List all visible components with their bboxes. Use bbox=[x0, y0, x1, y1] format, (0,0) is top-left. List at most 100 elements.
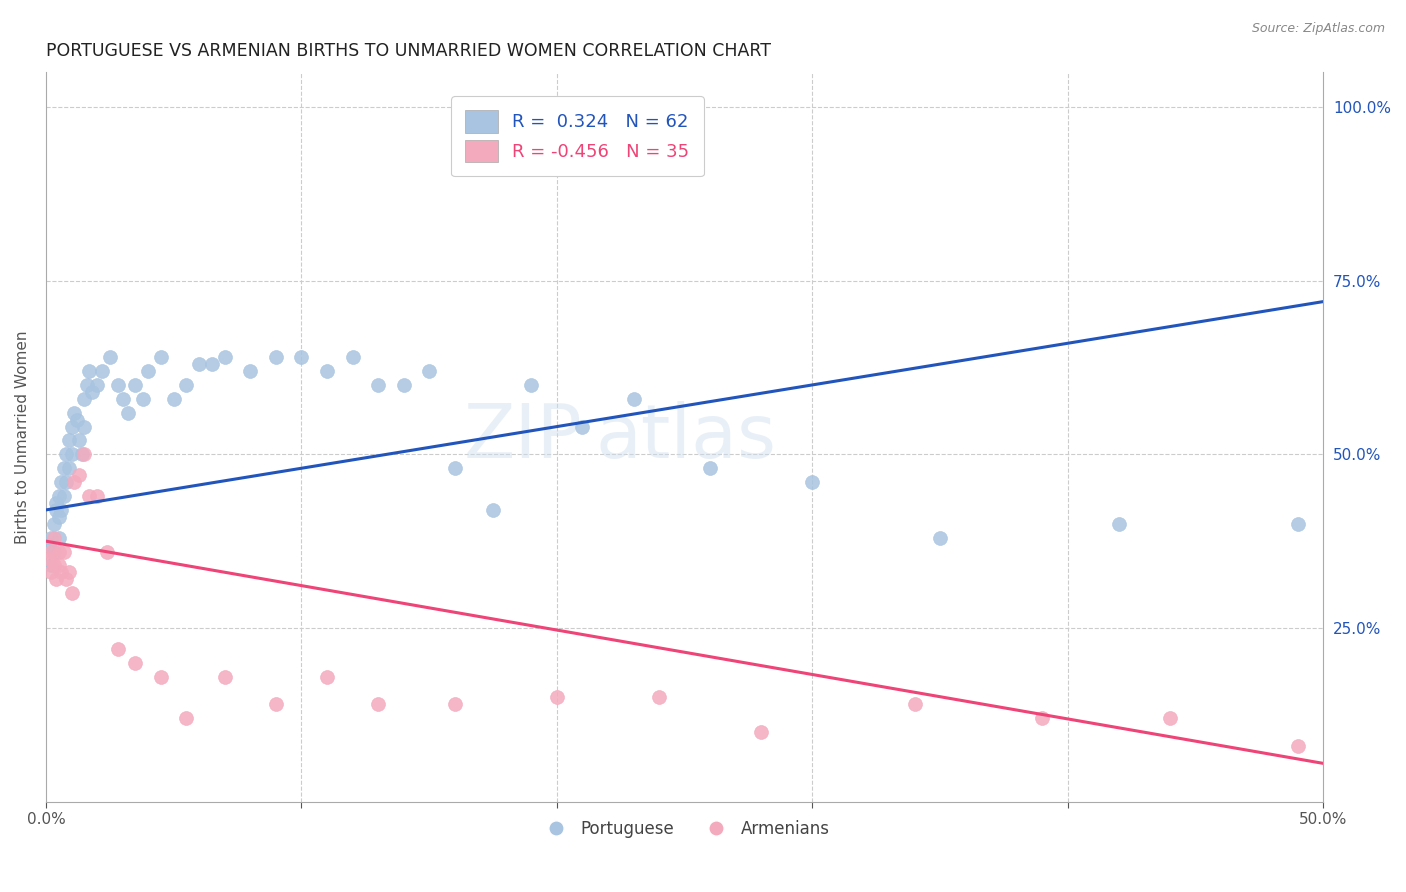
Point bbox=[1108, 516, 1130, 531]
Point bbox=[60, 419, 83, 434]
Point bbox=[79, 489, 101, 503]
Point bbox=[239, 364, 262, 378]
Point bbox=[214, 350, 236, 364]
Text: atlas: atlas bbox=[595, 401, 776, 474]
Point bbox=[98, 350, 121, 364]
Point bbox=[176, 378, 198, 392]
Point bbox=[201, 357, 224, 371]
Point bbox=[571, 419, 593, 434]
Point bbox=[48, 544, 70, 558]
Point bbox=[1286, 516, 1309, 531]
Point bbox=[60, 586, 83, 600]
Point bbox=[443, 698, 465, 712]
Point bbox=[79, 364, 101, 378]
Point bbox=[132, 392, 155, 406]
Point bbox=[136, 364, 159, 378]
Point bbox=[51, 503, 73, 517]
Point bbox=[48, 509, 70, 524]
Point bbox=[39, 544, 62, 558]
Point bbox=[111, 392, 134, 406]
Point bbox=[48, 531, 70, 545]
Point bbox=[316, 364, 339, 378]
Point bbox=[70, 447, 93, 461]
Text: PORTUGUESE VS ARMENIAN BIRTHS TO UNMARRIED WOMEN CORRELATION CHART: PORTUGUESE VS ARMENIAN BIRTHS TO UNMARRI… bbox=[46, 42, 770, 60]
Point bbox=[48, 558, 70, 573]
Point bbox=[107, 641, 129, 656]
Point bbox=[1286, 739, 1309, 753]
Point bbox=[39, 566, 62, 580]
Point bbox=[96, 544, 118, 558]
Point bbox=[91, 364, 114, 378]
Point bbox=[45, 496, 67, 510]
Point bbox=[149, 669, 172, 683]
Point bbox=[443, 461, 465, 475]
Point bbox=[163, 392, 186, 406]
Point bbox=[176, 711, 198, 725]
Point bbox=[55, 573, 77, 587]
Point bbox=[86, 378, 108, 392]
Point bbox=[63, 475, 86, 490]
Point bbox=[45, 503, 67, 517]
Point bbox=[648, 690, 671, 705]
Point bbox=[42, 531, 65, 545]
Point bbox=[73, 392, 96, 406]
Point bbox=[45, 573, 67, 587]
Point bbox=[699, 461, 721, 475]
Point bbox=[520, 378, 543, 392]
Text: Source: ZipAtlas.com: Source: ZipAtlas.com bbox=[1251, 22, 1385, 36]
Point bbox=[55, 475, 77, 490]
Point bbox=[929, 531, 952, 545]
Point bbox=[482, 503, 505, 517]
Point bbox=[214, 669, 236, 683]
Point bbox=[149, 350, 172, 364]
Point bbox=[367, 698, 389, 712]
Point bbox=[42, 516, 65, 531]
Point bbox=[60, 447, 83, 461]
Point bbox=[73, 419, 96, 434]
Point bbox=[107, 378, 129, 392]
Point bbox=[1031, 711, 1053, 725]
Point bbox=[264, 350, 287, 364]
Point bbox=[52, 461, 75, 475]
Point bbox=[67, 434, 90, 448]
Legend: Portuguese, Armenians: Portuguese, Armenians bbox=[533, 813, 837, 845]
Point bbox=[316, 669, 339, 683]
Point bbox=[52, 544, 75, 558]
Point bbox=[52, 489, 75, 503]
Point bbox=[42, 558, 65, 573]
Point bbox=[801, 475, 824, 490]
Point bbox=[38, 538, 60, 552]
Point bbox=[903, 698, 925, 712]
Point bbox=[623, 392, 645, 406]
Point bbox=[73, 447, 96, 461]
Point bbox=[264, 698, 287, 712]
Point bbox=[76, 378, 98, 392]
Point bbox=[38, 551, 60, 566]
Point bbox=[188, 357, 211, 371]
Y-axis label: Births to Unmarried Women: Births to Unmarried Women bbox=[15, 330, 30, 544]
Point bbox=[63, 406, 86, 420]
Point bbox=[48, 489, 70, 503]
Text: ZIP: ZIP bbox=[464, 401, 582, 474]
Point bbox=[290, 350, 312, 364]
Point bbox=[39, 558, 62, 573]
Point bbox=[55, 447, 77, 461]
Point bbox=[51, 475, 73, 490]
Point bbox=[51, 566, 73, 580]
Point bbox=[749, 725, 772, 739]
Point bbox=[392, 378, 415, 392]
Point bbox=[58, 461, 80, 475]
Point bbox=[367, 378, 389, 392]
Point bbox=[117, 406, 139, 420]
Point bbox=[39, 531, 62, 545]
Point bbox=[58, 566, 80, 580]
Point bbox=[80, 384, 103, 399]
Point bbox=[418, 364, 440, 378]
Point bbox=[42, 544, 65, 558]
Point bbox=[124, 656, 146, 670]
Point bbox=[342, 350, 364, 364]
Point bbox=[67, 468, 90, 483]
Point bbox=[86, 489, 108, 503]
Point bbox=[546, 690, 568, 705]
Point bbox=[1159, 711, 1181, 725]
